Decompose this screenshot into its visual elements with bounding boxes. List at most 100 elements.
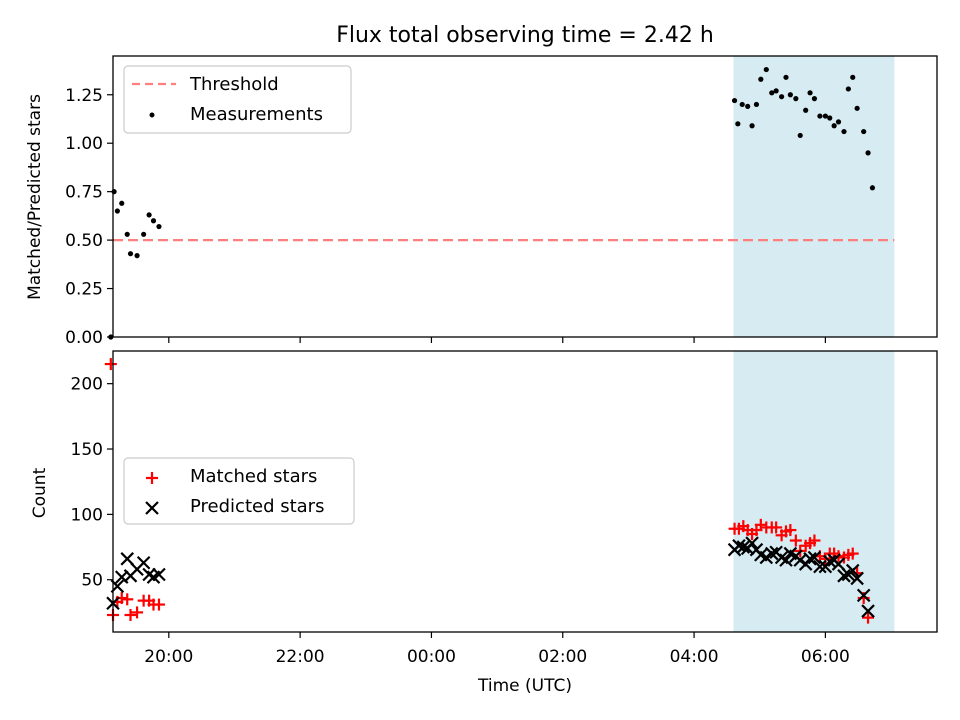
predicted-star-point bbox=[136, 555, 151, 570]
x-stroke-b bbox=[779, 553, 793, 567]
x-stroke-b bbox=[732, 538, 746, 553]
measurements-series bbox=[108, 66, 876, 340]
measurement-point bbox=[841, 128, 847, 135]
x-stroke-b bbox=[831, 557, 846, 571]
count-series bbox=[104, 358, 875, 624]
predicted-star-point bbox=[813, 559, 827, 574]
legend-predicted-label: Predicted stars bbox=[190, 496, 324, 517]
x-stroke-b bbox=[861, 604, 875, 618]
predicted-star-point bbox=[837, 569, 851, 583]
legend-threshold-label: Threshold bbox=[189, 74, 279, 95]
measurement-point bbox=[845, 86, 851, 92]
x-axis-label: Time (UTC) bbox=[477, 676, 572, 696]
predicted-star-point bbox=[822, 554, 837, 569]
matched-star-point bbox=[862, 611, 875, 624]
measurement-point bbox=[854, 105, 860, 111]
measurement-point bbox=[865, 150, 871, 156]
bottom-plot-frame bbox=[112, 350, 938, 633]
measurement-point bbox=[793, 96, 799, 102]
x-stroke-b bbox=[745, 536, 759, 550]
y-tick-label: 200 bbox=[71, 375, 103, 395]
measurement-point bbox=[769, 90, 775, 96]
y-tick-label: 50 bbox=[81, 571, 103, 591]
matched-star-point bbox=[784, 524, 797, 537]
top-legend: Threshold Measurements bbox=[123, 65, 352, 134]
y-tick-label: 0.00 bbox=[65, 328, 103, 348]
legend-matched-label: Matched stars bbox=[190, 466, 317, 487]
predicted-star-point bbox=[152, 567, 166, 582]
measurement-point bbox=[822, 113, 828, 119]
matched-star-point bbox=[124, 609, 137, 622]
measurement-point bbox=[817, 113, 823, 119]
measurement-point bbox=[779, 94, 785, 100]
y-tick-label: 0.50 bbox=[65, 231, 103, 251]
measurement-point bbox=[739, 101, 745, 108]
measurement-point bbox=[141, 231, 147, 237]
x-stroke-b bbox=[845, 563, 860, 578]
predicted-star-point bbox=[779, 553, 793, 567]
measurement-point bbox=[803, 107, 809, 113]
matched-star-point bbox=[789, 534, 802, 547]
x-tick-label: 22:00 bbox=[276, 647, 325, 667]
chart-title: Flux total observing time = 2.42 h bbox=[336, 23, 714, 48]
x-stroke-b bbox=[152, 567, 166, 582]
measurement-point bbox=[731, 97, 738, 104]
top-shaded-span bbox=[733, 56, 895, 337]
predicted-star-point bbox=[732, 538, 746, 553]
top-y-axis-label: Matched/Predicted stars bbox=[25, 94, 45, 300]
measurement-point bbox=[134, 253, 140, 259]
bottom-shaded-span bbox=[733, 351, 895, 632]
measurement-point bbox=[124, 231, 130, 237]
predicted-star-point bbox=[850, 571, 864, 586]
measurement-point bbox=[745, 103, 751, 109]
y-tick-label: 0.75 bbox=[65, 183, 103, 203]
measurement-point bbox=[156, 223, 162, 230]
x-stroke-b bbox=[837, 569, 851, 583]
legend-measurements-label: Measurements bbox=[190, 104, 323, 125]
x-stroke-b bbox=[136, 555, 151, 570]
matched-star-point bbox=[754, 518, 767, 531]
measurement-point bbox=[735, 121, 741, 127]
predicted-star-point bbox=[745, 536, 759, 550]
x-stroke-b bbox=[856, 588, 871, 603]
predicted-star-point bbox=[736, 540, 751, 554]
x-stroke-b bbox=[736, 540, 751, 554]
bottom-x-axis: 20:00 22:00 00:00 02:00 04:00 06:00 bbox=[144, 632, 850, 667]
measurement-point bbox=[150, 218, 157, 224]
x-tick-label: 06:00 bbox=[801, 647, 850, 667]
measurement-point bbox=[807, 90, 813, 96]
x-tick-label: 00:00 bbox=[407, 647, 456, 667]
matched-star-point bbox=[846, 547, 859, 560]
bottom-y-axis: 50 100 150 200 bbox=[71, 375, 113, 591]
measurement-point bbox=[114, 208, 120, 214]
measurement-point bbox=[773, 88, 779, 94]
x-stroke-b bbox=[807, 550, 822, 565]
x-tick-label: 04:00 bbox=[670, 647, 719, 667]
x-stroke-b bbox=[803, 552, 817, 566]
legend-matched-swatch bbox=[146, 472, 158, 484]
y-tick-label: 100 bbox=[71, 505, 103, 525]
matched-star-point bbox=[770, 521, 783, 534]
predicted-star-point bbox=[861, 604, 875, 618]
predicted-star-point bbox=[845, 563, 860, 578]
top-x-ticks bbox=[168, 337, 826, 343]
measurement-point bbox=[797, 132, 803, 139]
bottom-panel: 50 100 150 200 20:00 22:00 00:00 02:00 04:00 06:… bbox=[30, 350, 938, 696]
x-stroke-b bbox=[764, 546, 779, 561]
x-stroke-b bbox=[822, 554, 837, 569]
measurement-point bbox=[850, 74, 856, 80]
measurement-point bbox=[758, 76, 764, 82]
measurement-point bbox=[811, 96, 818, 102]
measurement-point bbox=[861, 128, 867, 135]
measurement-point bbox=[827, 115, 833, 121]
measurement-point bbox=[753, 101, 760, 108]
x-stroke-b bbox=[783, 546, 798, 561]
matched-star-point bbox=[808, 534, 821, 547]
x-stroke-b bbox=[813, 559, 827, 574]
matched-star-point bbox=[152, 598, 165, 611]
y-tick-label: 1.00 bbox=[65, 134, 103, 154]
x-stroke-b bbox=[850, 571, 864, 586]
legend-predicted-swatch bbox=[145, 501, 159, 515]
measurement-point bbox=[835, 119, 842, 125]
